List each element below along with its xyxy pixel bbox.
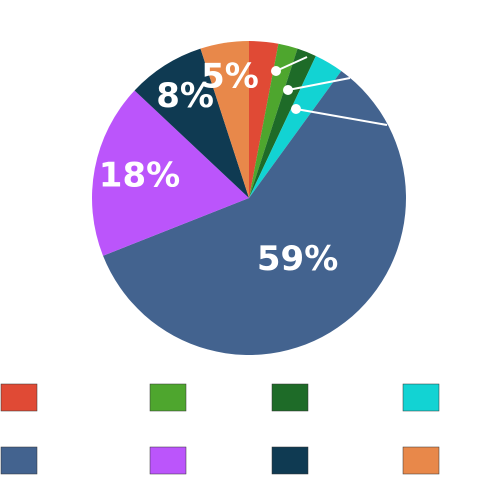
- pie-slice: [92, 90, 249, 256]
- value-label: 18%: [99, 156, 180, 196]
- callout-dot: [283, 85, 293, 95]
- callout-line: [295, 108, 388, 126]
- legend-swatch: [402, 446, 440, 475]
- callout-dot: [271, 66, 281, 76]
- legend-swatch: [149, 383, 187, 412]
- callout-dot: [291, 104, 301, 114]
- pie-slice: [249, 48, 316, 198]
- callout-line: [275, 56, 308, 72]
- pie-slice: [103, 70, 407, 356]
- value-label: 8%: [156, 76, 214, 116]
- legend-swatch: [271, 383, 309, 412]
- pie-slice: [249, 43, 298, 199]
- callouts: [271, 56, 388, 126]
- pie-slice: [249, 55, 342, 198]
- pie-slice: [134, 48, 249, 198]
- pie-slice: [200, 41, 249, 198]
- value-label: 5%: [201, 56, 259, 96]
- legend: [0, 383, 440, 475]
- pie: [92, 41, 407, 356]
- pie-slice: [249, 41, 279, 198]
- legend-swatch: [402, 383, 440, 412]
- value-labels: 59% 18% 8%5%: [99, 56, 338, 279]
- callout-line: [287, 77, 351, 91]
- legend-swatch: [0, 446, 38, 475]
- value-label: 59%: [257, 239, 338, 279]
- legend-swatch: [149, 446, 187, 475]
- legend-swatch: [0, 383, 38, 412]
- legend-swatch: [271, 446, 309, 475]
